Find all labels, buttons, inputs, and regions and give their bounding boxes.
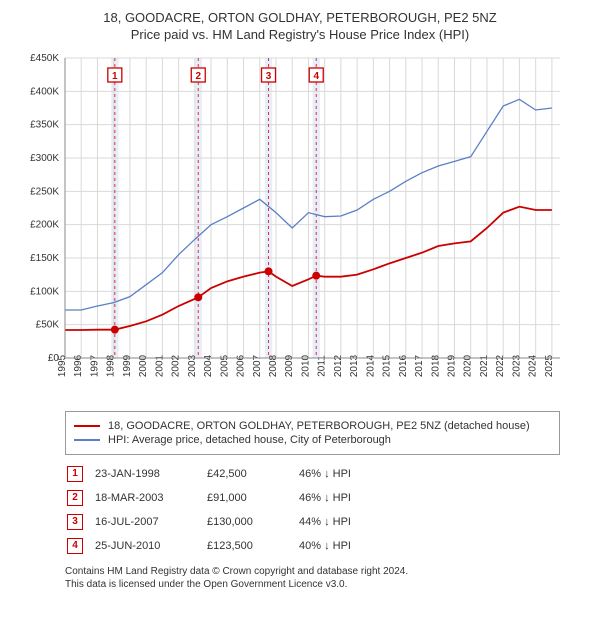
tx-date: 23-JAN-1998 xyxy=(95,463,205,485)
svg-text:£400K: £400K xyxy=(30,86,59,97)
tx-pct: 40% ↓ HPI xyxy=(299,535,361,557)
svg-text:£350K: £350K xyxy=(30,120,59,131)
tx-price: £42,500 xyxy=(207,463,297,485)
svg-text:£100K: £100K xyxy=(30,286,59,297)
legend-swatch-2 xyxy=(74,439,100,441)
tx-date: 18-MAR-2003 xyxy=(95,487,205,509)
tx-marker: 4 xyxy=(67,535,93,557)
legend-row-2: HPI: Average price, detached house, City… xyxy=(74,434,551,446)
footer-line-2: This data is licensed under the Open Gov… xyxy=(65,578,560,591)
svg-text:£450K: £450K xyxy=(30,53,59,64)
tx-price: £130,000 xyxy=(207,511,297,533)
table-row: 425-JUN-2010£123,50040% ↓ HPI xyxy=(67,535,361,557)
svg-text:£50K: £50K xyxy=(36,320,60,331)
tx-pct: 46% ↓ HPI xyxy=(299,487,361,509)
svg-text:4: 4 xyxy=(313,71,319,82)
legend-swatch-1 xyxy=(74,425,100,427)
table-row: 218-MAR-2003£91,00046% ↓ HPI xyxy=(67,487,361,509)
tx-pct: 44% ↓ HPI xyxy=(299,511,361,533)
chart-svg: £0£50K£100K£150K£200K£250K£300K£350K£400… xyxy=(10,48,570,398)
tx-pct: 46% ↓ HPI xyxy=(299,463,361,485)
transactions-table: 123-JAN-1998£42,50046% ↓ HPI218-MAR-2003… xyxy=(65,461,363,559)
tx-price: £91,000 xyxy=(207,487,297,509)
footer-line-1: Contains HM Land Registry data © Crown c… xyxy=(65,565,560,578)
chart-container: 18, GOODACRE, ORTON GOLDHAY, PETERBOROUG… xyxy=(0,0,600,620)
svg-text:3: 3 xyxy=(266,71,272,82)
svg-text:1: 1 xyxy=(112,71,118,82)
chart-title-line2: Price paid vs. HM Land Registry's House … xyxy=(10,27,590,42)
legend-box: 18, GOODACRE, ORTON GOLDHAY, PETERBOROUG… xyxy=(65,411,560,455)
chart-plot-wrap: £0£50K£100K£150K£200K£250K£300K£350K£400… xyxy=(10,48,590,401)
tx-marker: 3 xyxy=(67,511,93,533)
tx-marker: 2 xyxy=(67,487,93,509)
svg-text:£200K: £200K xyxy=(30,220,59,231)
legend-label-2: HPI: Average price, detached house, City… xyxy=(108,434,391,446)
legend-row-1: 18, GOODACRE, ORTON GOLDHAY, PETERBOROUG… xyxy=(74,420,551,432)
tx-price: £123,500 xyxy=(207,535,297,557)
legend-label-1: 18, GOODACRE, ORTON GOLDHAY, PETERBOROUG… xyxy=(108,420,530,432)
svg-text:£250K: £250K xyxy=(30,186,59,197)
tx-date: 25-JUN-2010 xyxy=(95,535,205,557)
svg-text:£300K: £300K xyxy=(30,153,59,164)
table-row: 316-JUL-2007£130,00044% ↓ HPI xyxy=(67,511,361,533)
tx-marker: 1 xyxy=(67,463,93,485)
svg-text:2: 2 xyxy=(195,71,201,82)
chart-title-line1: 18, GOODACRE, ORTON GOLDHAY, PETERBOROUG… xyxy=(10,10,590,25)
table-row: 123-JAN-1998£42,50046% ↓ HPI xyxy=(67,463,361,485)
footer-text: Contains HM Land Registry data © Crown c… xyxy=(65,565,560,591)
tx-date: 16-JUL-2007 xyxy=(95,511,205,533)
svg-text:£150K: £150K xyxy=(30,253,59,264)
